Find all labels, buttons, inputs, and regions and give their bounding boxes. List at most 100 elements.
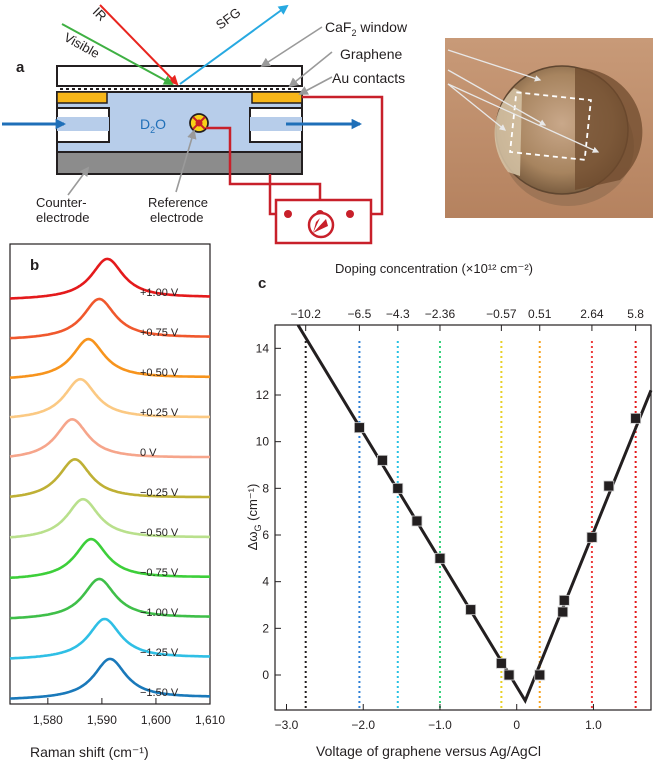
panel-b-xtick-label-3: 1,610 xyxy=(195,713,225,727)
fit-line xyxy=(296,324,653,705)
panel-c-ytick-label-3: 6 xyxy=(262,528,269,542)
circuit-wire-reference xyxy=(206,126,322,214)
raman-voltage-label-9: −1.25 V xyxy=(140,647,179,659)
ir-label: IR xyxy=(90,4,110,24)
panel-c-ytick-label-5: 10 xyxy=(256,435,270,449)
circuit-wire-graphene xyxy=(302,95,384,216)
data-point-5 xyxy=(465,604,477,616)
potentiostat-terminal-1 xyxy=(284,210,292,218)
raman-spectrum-1 xyxy=(9,297,210,340)
data-point-2 xyxy=(392,482,404,494)
au-callout xyxy=(298,76,333,95)
raman-voltage-label-7: −0.75 V xyxy=(140,567,179,579)
panel-c-ytick-label-1: 2 xyxy=(262,621,269,635)
au-contact-right xyxy=(251,91,303,104)
top-tick-label-3: −2.36 xyxy=(425,307,456,321)
reference-electrode-label-2: electrode xyxy=(150,210,203,225)
panel-c-ytick-label-7: 14 xyxy=(256,341,270,355)
panel-c-fit xyxy=(296,324,653,705)
raman-spectrum-4 xyxy=(9,417,210,459)
au-film-right xyxy=(575,67,643,190)
photo-callout-graphene xyxy=(447,69,547,126)
panel-c-top-axis: −10.2 −6.5 −4.3 −2.36 −0.57 0.51 2.64 5.8 xyxy=(291,307,644,331)
au-contact-left xyxy=(56,91,108,104)
graphene-label: Graphene xyxy=(340,46,402,62)
panel-label-a: a xyxy=(16,59,25,76)
outlet-channel xyxy=(250,117,302,131)
panel-c-x-axis: −3.0 −2.0 −1.0 0 1.0 xyxy=(275,704,602,732)
raman-voltage-label-4: 0 V xyxy=(140,447,157,459)
raman-voltage-label-8: −1.00 V xyxy=(140,607,179,619)
device-photo xyxy=(445,38,653,218)
top-tick-label-2: −4.3 xyxy=(386,307,410,321)
inlet-channel xyxy=(57,117,109,131)
data-point-11 xyxy=(586,531,598,543)
panel-b-xlabel: Raman shift (cm⁻¹) xyxy=(30,744,149,760)
data-point-13 xyxy=(630,412,642,424)
panel-c-xtick-label-4: 1.0 xyxy=(585,718,602,732)
counter-electrode-substrate xyxy=(56,151,303,175)
panel-c-xtick-label-0: −3.0 xyxy=(275,718,299,732)
panel-c-reference-lines xyxy=(304,341,637,710)
panel-c-ylabel: ΔωG (cm⁻¹) xyxy=(245,484,263,551)
raman-voltage-label-2: +0.50 V xyxy=(140,367,179,379)
graphene-callout xyxy=(288,51,333,88)
raman-voltage-label-0: +1.00 V xyxy=(140,287,179,299)
panel-c-doping: c Doping concentration (×10¹² cm⁻²) −3.0… xyxy=(245,261,653,759)
panel-b-xtick-label-1: 1,590 xyxy=(87,713,117,727)
ylabel-unit: (cm⁻¹) xyxy=(245,484,260,525)
panel-c-ytick-label-0: 0 xyxy=(262,668,269,682)
photo-callout-au-right xyxy=(447,83,600,153)
panel-b-x-axis: 1,580 1,590 1,600 1,610 xyxy=(33,698,225,727)
panel-c-ytick-label-6: 12 xyxy=(256,388,270,402)
data-point-1 xyxy=(377,454,388,466)
raman-voltage-label-1: +0.75 V xyxy=(140,327,179,339)
data-point-4 xyxy=(434,552,446,564)
window-suffix: window xyxy=(356,19,407,35)
panel-c-top-xlabel: Doping concentration (×10¹² cm⁻²) xyxy=(335,261,533,276)
ylabel-main: Δω xyxy=(245,531,260,550)
electrolyte-main: D xyxy=(140,116,150,132)
panel-c-xlabel: Voltage of graphene versus Ag/AgCl xyxy=(316,743,541,759)
raman-spectrum-2 xyxy=(9,337,210,379)
reference-electrode-mark-2 xyxy=(192,116,206,130)
counter-electrode-label-2: electrode xyxy=(36,210,89,225)
raman-voltage-label-6: −0.50 V xyxy=(140,527,179,539)
graphene-area xyxy=(509,91,592,161)
data-point-3 xyxy=(411,515,423,527)
au-contacts-label: Au contacts xyxy=(332,70,405,86)
window-prefix: CaF xyxy=(325,19,351,35)
top-tick-label-5: 0.51 xyxy=(528,307,552,321)
electrolyte-tail: O xyxy=(155,116,166,132)
raman-spectrum-7 xyxy=(9,537,210,580)
panel-c-ytick-label-4: 8 xyxy=(262,481,269,495)
raman-spectrum-0 xyxy=(9,257,210,300)
data-point-6 xyxy=(495,657,507,669)
panel-c-frame xyxy=(274,324,652,711)
raman-voltage-label-5: −0.25 V xyxy=(140,487,179,499)
top-tick-label-1: −6.5 xyxy=(348,307,372,321)
raman-voltage-labels: +1.00 V +0.75 V +0.50 V +0.25 V 0 V −0.25 V −0… xyxy=(140,287,179,699)
panel-a-schematic: a D2O IR Visible SFG xyxy=(2,4,408,245)
reference-electrode-label-1: Reference xyxy=(148,195,208,210)
sfg-beam xyxy=(179,4,289,85)
data-point-10 xyxy=(558,594,570,606)
data-point-7 xyxy=(503,669,515,681)
raman-spectra xyxy=(9,257,211,700)
panel-b-xtick-label-0: 1,580 xyxy=(33,713,63,727)
photo-callout-au-left xyxy=(447,83,507,131)
potentiostat-terminal-3 xyxy=(346,210,354,218)
panel-c-xtick-label-2: −1.0 xyxy=(428,718,452,732)
counter-electrode-label-1: Counter- xyxy=(36,195,87,210)
data-point-8 xyxy=(534,669,546,681)
raman-spectrum-9 xyxy=(9,617,211,660)
window-label: CaF2 window xyxy=(325,19,408,38)
panel-b-xtick-label-2: 1,600 xyxy=(141,713,171,727)
top-tick-label-7: 5.8 xyxy=(627,307,644,321)
panel-c-ytick-label-2: 4 xyxy=(262,575,269,589)
ir-beam xyxy=(99,4,179,86)
data-point-0 xyxy=(354,422,365,434)
raman-spectrum-6 xyxy=(9,497,210,539)
window-sub: 2 xyxy=(351,28,356,38)
